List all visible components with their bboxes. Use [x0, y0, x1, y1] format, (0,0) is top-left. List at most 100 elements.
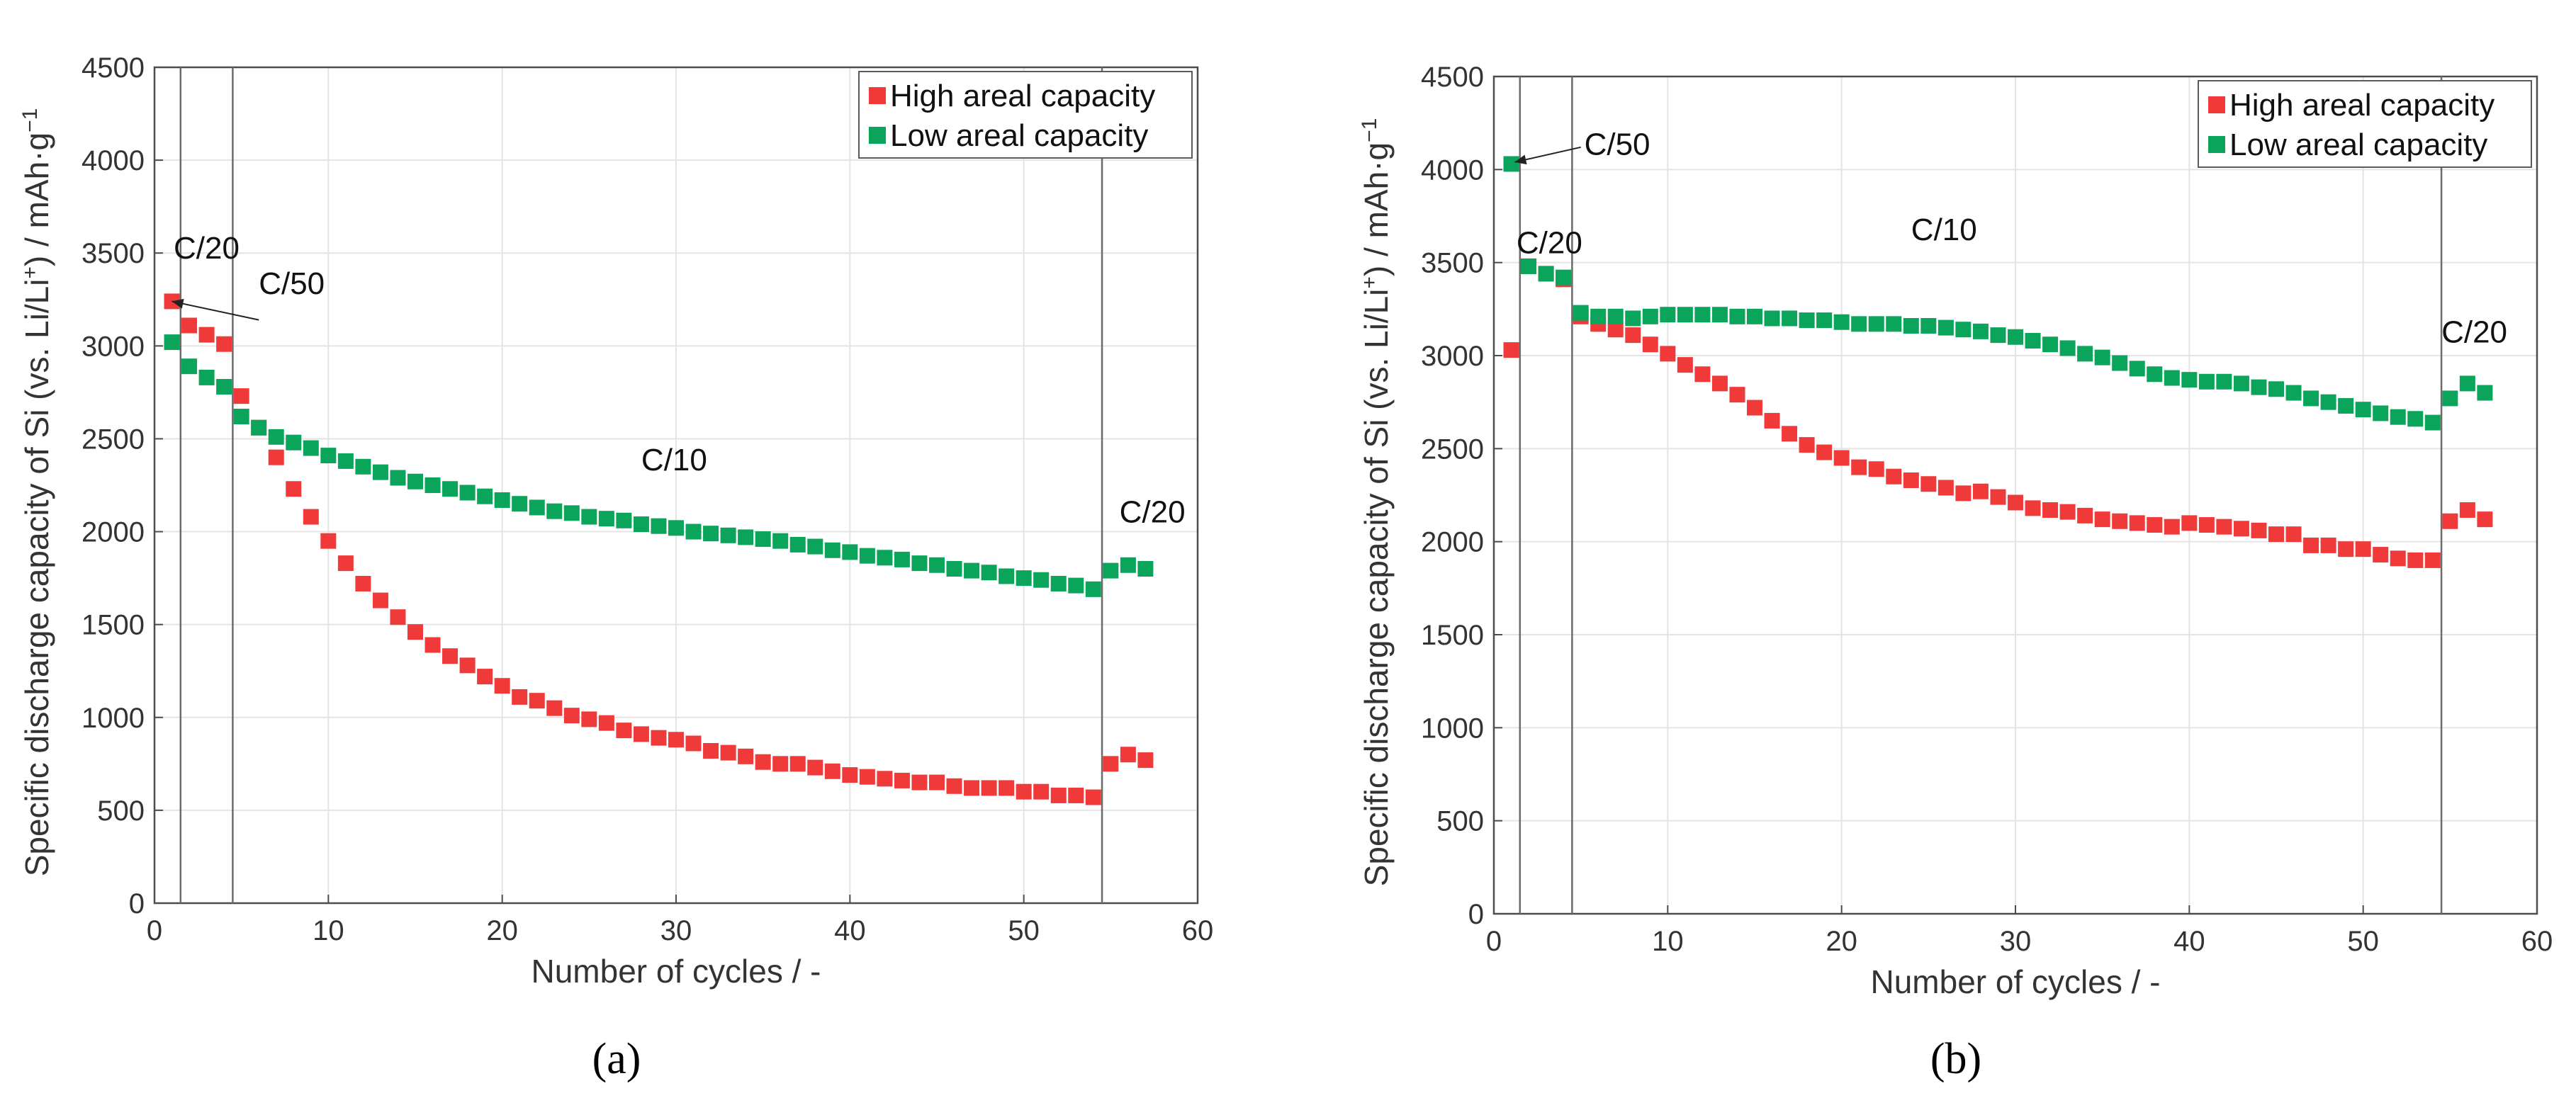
data-point — [598, 715, 614, 731]
data-point — [2164, 519, 2180, 535]
data-point — [2077, 507, 2093, 523]
data-point — [2251, 522, 2267, 538]
rate-annotation: C/10 — [641, 443, 707, 477]
data-point — [1886, 316, 1902, 332]
y-tick-label: 3000 — [1421, 341, 1484, 372]
y-tick-label: 3500 — [1421, 248, 1484, 279]
data-point — [233, 408, 249, 424]
data-point — [824, 542, 840, 558]
legend-swatch — [869, 87, 886, 104]
y-axis-label-sup: + — [1358, 276, 1381, 289]
data-point — [2164, 370, 2180, 386]
y-tick-label: 500 — [1436, 806, 1484, 837]
data-point — [1607, 308, 1624, 324]
data-point — [372, 592, 388, 608]
x-tick-label: 50 — [1008, 915, 1040, 946]
data-point — [772, 756, 789, 772]
data-point — [2303, 390, 2319, 407]
y-tick-label: 3500 — [81, 238, 145, 269]
data-point — [2390, 550, 2406, 567]
y-axis-label-sup: −1 — [18, 108, 42, 132]
data-point — [1868, 461, 1884, 477]
data-point — [1799, 437, 1815, 453]
data-point — [1747, 400, 1762, 416]
data-point — [2042, 336, 2059, 353]
data-point — [2233, 521, 2249, 537]
y-axis-label-sup: + — [18, 266, 42, 279]
x-tick-label: 40 — [2173, 926, 2205, 957]
data-point — [964, 780, 980, 796]
data-point — [2355, 402, 2371, 418]
annotation-arrowhead — [1514, 154, 1527, 165]
data-point — [1120, 557, 1136, 573]
data-point — [2285, 526, 2302, 543]
y-axis-label: Specific discharge capacity of Si (vs. L… — [1358, 118, 1395, 887]
data-point — [1103, 756, 1119, 772]
data-point — [981, 780, 997, 796]
data-point — [581, 711, 597, 727]
data-point — [2424, 414, 2441, 431]
data-point — [1782, 310, 1798, 327]
data-point — [181, 317, 198, 334]
data-point — [2008, 494, 2023, 511]
rate-annotation: C/10 — [1911, 213, 1977, 247]
data-point — [1016, 570, 1032, 587]
data-point — [546, 503, 563, 519]
y-tick-label: 1500 — [1421, 620, 1484, 651]
data-point — [1833, 314, 1850, 330]
data-point — [198, 369, 215, 385]
data-point — [2077, 346, 2093, 362]
data-point — [355, 575, 371, 591]
data-point — [2268, 526, 2284, 543]
data-point — [616, 723, 632, 739]
data-point — [929, 557, 945, 573]
x-axis-label: Number of cycles / - — [1871, 963, 2161, 1000]
series-high-areal-capacity — [164, 293, 1154, 805]
rate-annotation: C/20 — [2441, 315, 2507, 350]
data-point — [2059, 504, 2076, 520]
legend-label: Low areal capacity — [890, 118, 1148, 153]
data-point — [668, 732, 684, 748]
x-tick-label: 40 — [834, 915, 866, 946]
data-point — [2059, 340, 2076, 356]
data-point — [512, 496, 528, 512]
data-point — [286, 481, 302, 497]
data-point — [2459, 375, 2475, 392]
data-point — [181, 358, 198, 375]
data-point — [824, 763, 840, 779]
annotation-arrowhead — [171, 298, 184, 309]
data-point — [424, 477, 441, 493]
data-point — [2025, 500, 2041, 516]
data-point — [755, 531, 771, 548]
data-point — [1503, 342, 1519, 358]
data-point — [894, 772, 910, 788]
y-tick-label: 3000 — [81, 331, 145, 362]
data-point — [1903, 472, 1919, 488]
data-point — [1103, 562, 1119, 579]
data-point — [529, 499, 545, 516]
data-point — [651, 518, 667, 534]
data-point — [877, 771, 893, 787]
data-point — [251, 419, 267, 436]
data-point — [1747, 308, 1762, 324]
data-point — [789, 536, 806, 553]
y-axis-label-text: Specific discharge capacity of Si (vs. L… — [18, 279, 55, 877]
data-point — [2129, 361, 2145, 377]
y-tick-label: 1000 — [81, 703, 145, 734]
data-point — [303, 440, 319, 456]
y-tick-label: 2500 — [1421, 434, 1484, 465]
data-point — [2181, 372, 2198, 388]
data-point — [407, 473, 423, 489]
data-point — [1085, 581, 1101, 597]
data-point — [2407, 552, 2424, 568]
data-point — [2459, 502, 2475, 519]
data-point — [1711, 375, 1728, 392]
data-point — [1764, 310, 1780, 327]
data-point — [494, 678, 510, 694]
legend-swatch — [2208, 96, 2225, 113]
y-tick-label: 2000 — [81, 517, 145, 548]
data-point — [2094, 349, 2110, 366]
data-point — [633, 516, 649, 533]
data-point — [2320, 394, 2336, 410]
